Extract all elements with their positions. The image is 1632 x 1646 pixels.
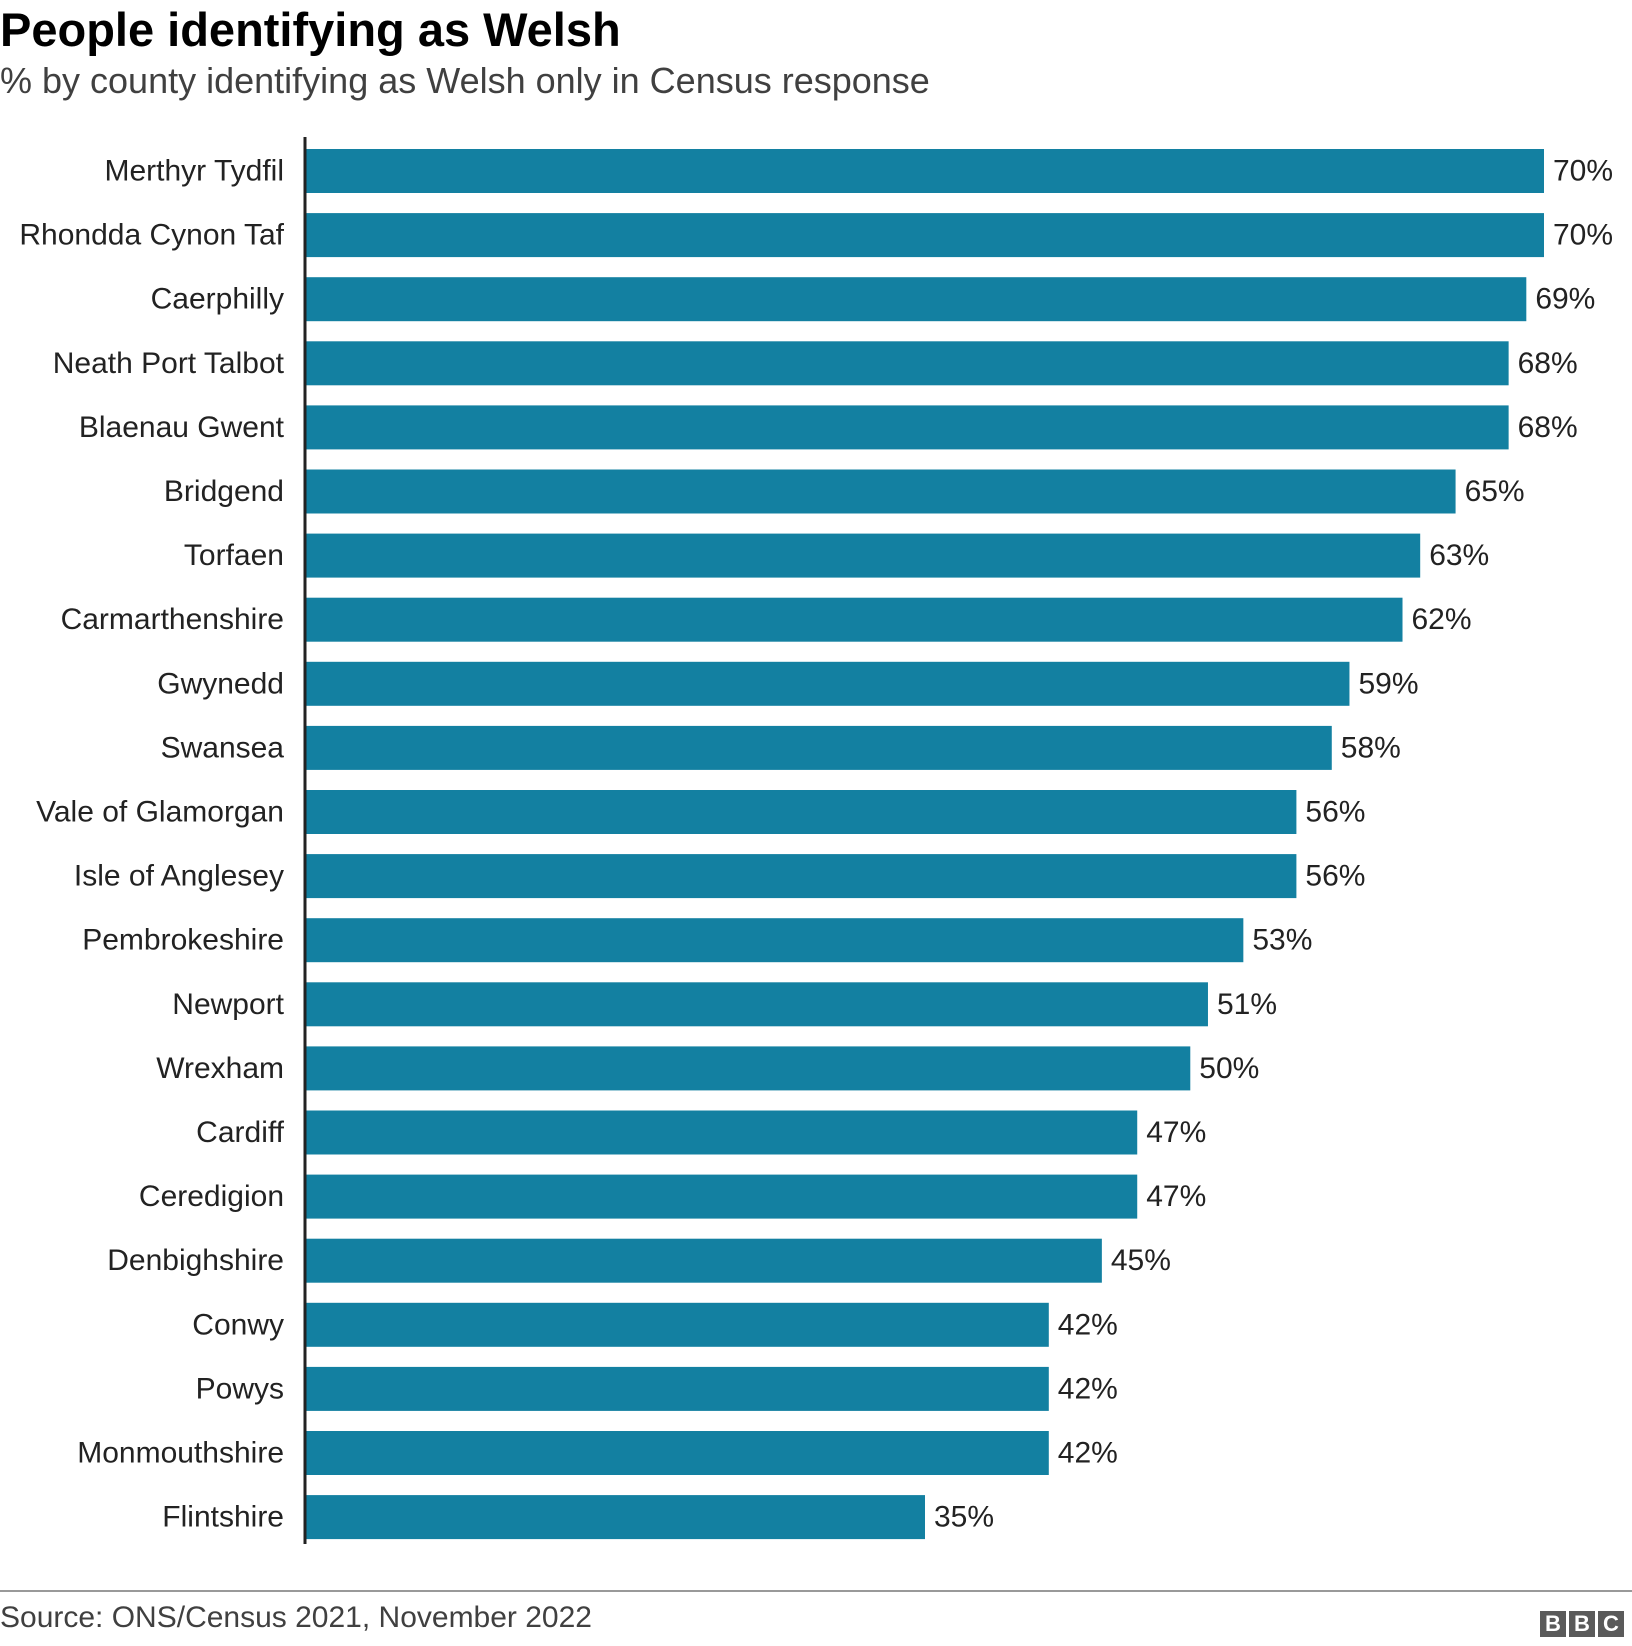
category-label: Wrexham [156, 1052, 284, 1085]
bar [306, 341, 1509, 386]
bar [306, 1302, 1049, 1347]
bbc-logo-letter: C [1598, 1611, 1624, 1637]
bbc-logo: B B C [1540, 1611, 1624, 1637]
bar [306, 1238, 1102, 1283]
bar [306, 597, 1403, 642]
bar [306, 918, 1244, 963]
category-label: Rhondda Cynon Taf [19, 219, 284, 252]
bbc-logo-letter: B [1569, 1611, 1595, 1637]
value-label: 50% [1199, 1052, 1259, 1085]
value-label: 42% [1058, 1437, 1118, 1470]
category-label: Bridgend [164, 475, 284, 508]
bar [306, 1431, 1049, 1475]
chart-subtitle: % by county identifying as Welsh only in… [0, 60, 930, 101]
bar [306, 1495, 925, 1540]
value-label: 35% [934, 1501, 994, 1534]
bar [306, 1174, 1138, 1219]
bar [306, 1046, 1191, 1091]
bbc-logo-letter: B [1540, 1611, 1566, 1637]
bar [306, 405, 1509, 450]
category-label: Monmouthshire [77, 1437, 284, 1470]
bar [306, 1110, 1138, 1155]
bar-chart: Merthyr Tydfil 70% Rhondda Cynon Taf 70% Cae… [19, 137, 1613, 1544]
category-label: Cardiff [196, 1116, 284, 1149]
category-label: Swansea [161, 731, 285, 764]
category-label: Flintshire [162, 1501, 284, 1534]
category-label: Pembrokeshire [82, 924, 284, 957]
category-label: Torfaen [184, 539, 284, 572]
category-label: Isle of Anglesey [74, 860, 284, 893]
value-label: 42% [1058, 1372, 1118, 1405]
value-label: 56% [1305, 860, 1365, 893]
value-label: 53% [1252, 924, 1312, 957]
value-label: 70% [1553, 155, 1613, 188]
source-note: Source: ONS/Census 2021, November 2022 [0, 1601, 592, 1634]
bar [306, 790, 1297, 834]
category-label: Vale of Glamorgan [36, 796, 284, 829]
bar [306, 661, 1350, 706]
value-label: 59% [1358, 667, 1418, 700]
value-label: 45% [1111, 1244, 1171, 1277]
value-label: 68% [1518, 411, 1578, 444]
category-label: Neath Port Talbot [53, 347, 285, 380]
value-label: 42% [1058, 1308, 1118, 1341]
bar [306, 533, 1421, 578]
value-label: 69% [1535, 283, 1595, 316]
category-label: Newport [172, 988, 284, 1021]
value-label: 58% [1341, 731, 1401, 764]
value-label: 47% [1146, 1116, 1206, 1149]
value-label: 63% [1429, 539, 1489, 572]
value-label: 68% [1518, 347, 1578, 380]
footer-divider [0, 1590, 1632, 1592]
category-label: Ceredigion [139, 1180, 284, 1213]
bar [306, 1366, 1049, 1411]
category-label: Conwy [192, 1308, 284, 1341]
bar [306, 854, 1297, 899]
category-label: Powys [196, 1372, 284, 1405]
value-label: 65% [1465, 475, 1525, 508]
bar [306, 725, 1332, 770]
category-label: Blaenau Gwent [79, 411, 285, 444]
value-label: 62% [1412, 603, 1472, 636]
category-label: Merthyr Tydfil [105, 155, 285, 188]
bar [306, 149, 1544, 193]
bar [306, 982, 1208, 1027]
bar [306, 469, 1456, 514]
value-label: 47% [1146, 1180, 1206, 1213]
bar [306, 213, 1544, 258]
value-label: 70% [1553, 219, 1613, 252]
value-label: 51% [1217, 988, 1277, 1021]
category-label: Caerphilly [151, 283, 284, 316]
bar [306, 277, 1527, 322]
category-label: Gwynedd [157, 667, 284, 700]
chart-title: People identifying as Welsh [0, 3, 621, 56]
category-label: Carmarthenshire [61, 603, 284, 636]
value-label: 56% [1305, 796, 1365, 829]
category-label: Denbighshire [107, 1244, 284, 1277]
